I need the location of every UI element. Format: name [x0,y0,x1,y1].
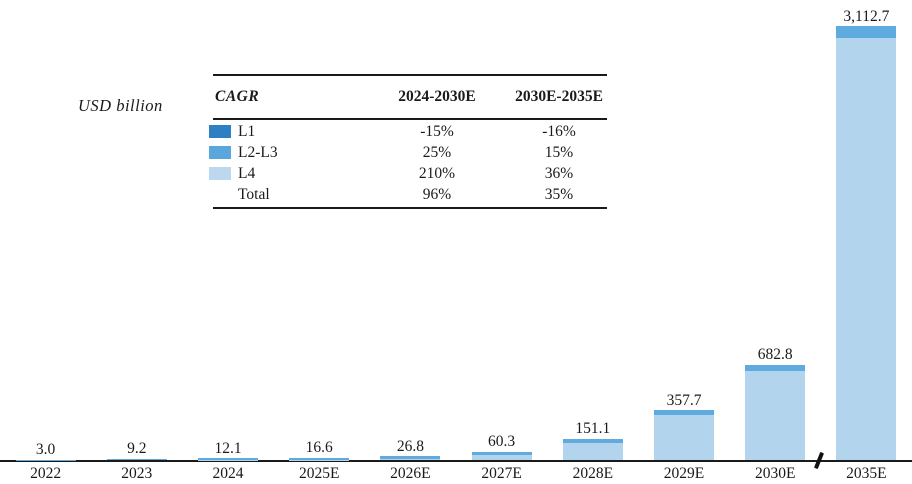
bar-segment-l4-2029e [654,414,714,460]
cagr-table-header: CAGR 2024-2030E 2030E-2035E [213,76,607,120]
x-axis-label-2025e: 2025E [298,465,340,482]
x-axis-label-2023: 2023 [121,465,153,482]
bar-value-label-2029e: 357.7 [666,391,702,409]
row-value: 15% [544,143,574,161]
l1-legend-swatch [209,125,231,138]
bar-value-label-2028e: 151.1 [575,420,611,438]
bar-value-label-2027e: 60.3 [488,433,516,451]
bar-segment-l2-l3-2023 [106,458,167,460]
bar-value-label-2035e: 3,112.7 [843,7,890,25]
bar-segment-l2-l3-2026e [380,456,441,459]
bar-value-label-2030e: 682.8 [757,346,793,364]
x-axis-label-2030e: 2030E [754,465,796,482]
l4-legend-swatch [209,167,231,180]
table-row-l4: L4 210% 36% [209,163,607,184]
row-value: -16% [542,122,576,140]
bar-segment-l2-l3-2028e [562,438,623,443]
bar-value-label-2024: 12.1 [214,439,242,457]
cagr-table: CAGR 2024-2030E 2030E-2035E L1 -15% -16%… [209,74,607,209]
l2-l3-legend-swatch [209,146,231,159]
x-axis-label-2027e: 2027E [481,465,522,482]
bar-value-label-2022: 3.0 [35,441,56,459]
bar-value-label-2026e: 26.8 [396,437,424,455]
bar-value-label-2025e: 16.6 [305,439,333,457]
row-label: Total [238,185,270,203]
bar-segment-l2-l3-2025e [289,457,350,460]
cagr-column-2030-2035: 2030E-2035E [515,88,603,105]
table-row-total: Total 96% 35% [213,184,607,205]
x-axis-label-2022: 2022 [30,465,62,482]
table-row-l2-l3: L2-L3 25% 15% [209,142,607,163]
cagr-column-2024-2030: 2024-2030E [398,88,476,105]
table-row-l1: L1 -15% -16% [209,121,607,142]
bar-segment-l4-2028e [562,442,623,460]
cagr-table-body: L1 -15% -16% L2-L3 25% 15% L4 210% 36 [209,120,607,207]
x-axis-label-2028e: 2028E [572,465,614,482]
row-label: L2-L3 [238,143,278,161]
x-axis-label-2029e: 2029E [663,465,705,482]
bar-segment-l2-l3-2029e [654,410,714,415]
bar-segment-l2-l3-2035e [836,26,897,38]
bar-value-label-2023: 9.2 [127,440,147,458]
row-value: 210% [418,164,456,182]
bar-segment-l2-l3-2027e [471,451,532,455]
row-value: 35% [544,185,574,203]
unit-label: USD billion [78,96,163,115]
bar-segment-l4-2030e [745,370,806,460]
row-value: 96% [422,185,452,203]
bar-segment-l4-2026e [380,458,441,460]
row-value: -15% [420,122,454,140]
row-value: 36% [544,164,574,182]
bar-segment-l4-2027e [471,454,532,460]
x-axis-label-2035e: 2035E [846,465,887,482]
bar-segment-l2-l3-2030e [745,364,806,371]
x-axis-label-2026e: 2026E [390,465,431,482]
x-axis-label-2024: 2024 [212,465,244,482]
bar-segment-l4-2035e [836,37,897,460]
bar-segment-l2-l3-2024 [198,458,258,460]
row-label: L1 [238,122,256,140]
x-axis-line [0,460,912,462]
cagr-table-title: CAGR [215,88,260,105]
row-value: 25% [422,143,452,161]
row-label: L4 [238,164,256,182]
